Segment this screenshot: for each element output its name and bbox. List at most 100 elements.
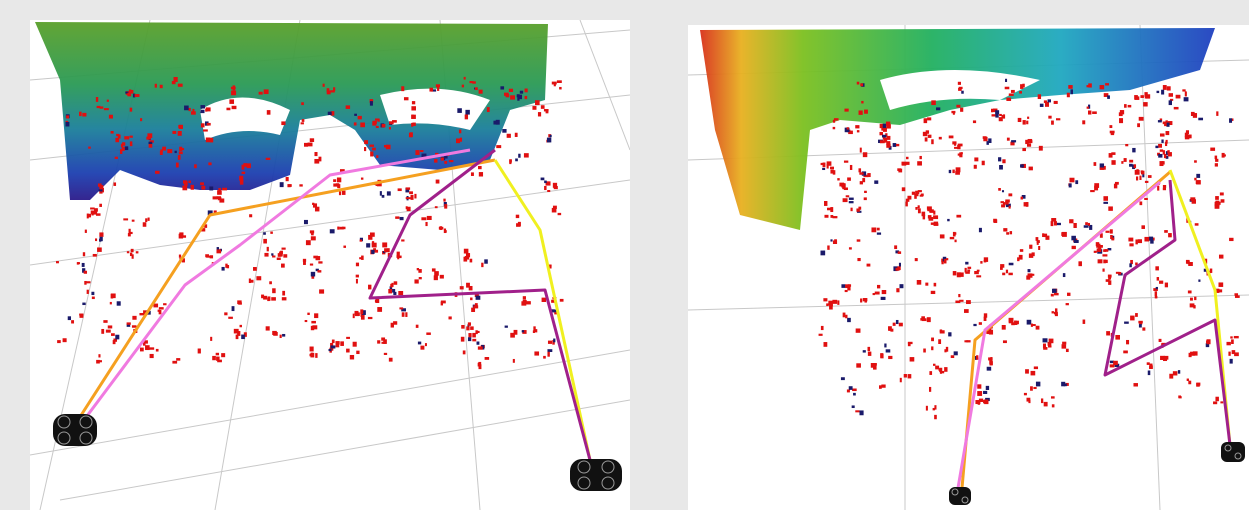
feature-point <box>212 356 216 360</box>
feature-point <box>189 108 191 111</box>
feature-point <box>1159 339 1162 342</box>
feature-point <box>224 312 227 315</box>
feature-point <box>194 164 197 168</box>
feature-point <box>476 296 481 300</box>
feature-point <box>958 294 960 297</box>
feature-point <box>1062 344 1067 348</box>
feature-point <box>837 300 839 304</box>
feature-point <box>361 315 365 320</box>
feature-point <box>463 350 466 354</box>
feature-point <box>470 259 473 263</box>
feature-point <box>228 317 233 319</box>
feature-point <box>1192 199 1196 204</box>
feature-point <box>210 337 212 341</box>
feature-point <box>333 87 335 91</box>
feature-point <box>1195 223 1199 225</box>
feature-point <box>448 316 451 319</box>
feature-point <box>1006 270 1008 274</box>
feature-point <box>100 187 102 189</box>
feature-point <box>857 239 861 241</box>
feature-point <box>1169 100 1172 105</box>
feature-point <box>1078 261 1082 266</box>
feature-point <box>66 115 69 118</box>
feature-point <box>1145 181 1148 183</box>
feature-point <box>958 144 963 147</box>
feature-point <box>958 82 961 85</box>
feature-point <box>1220 192 1224 195</box>
feature-point <box>364 147 366 151</box>
feature-point <box>947 219 949 221</box>
feature-point <box>974 157 978 161</box>
feature-point <box>907 196 911 200</box>
feature-point <box>888 356 892 359</box>
feature-point <box>97 247 102 251</box>
feature-point <box>821 163 825 165</box>
feature-point <box>364 140 368 144</box>
feature-point <box>845 290 848 292</box>
feature-point <box>353 314 355 319</box>
feature-point <box>999 117 1003 121</box>
feature-point <box>905 202 907 207</box>
feature-point <box>847 318 851 322</box>
feature-point <box>518 154 520 158</box>
feature-point <box>172 131 176 134</box>
feature-point <box>377 340 380 343</box>
feature-point <box>232 306 235 311</box>
feature-point <box>1069 219 1073 223</box>
feature-point <box>1124 104 1127 108</box>
feature-point <box>931 139 933 144</box>
feature-point <box>178 155 180 160</box>
feature-point <box>440 226 443 230</box>
feature-point <box>923 132 928 136</box>
feature-point <box>1006 232 1009 235</box>
feature-point <box>391 283 393 287</box>
feature-point <box>1164 154 1166 158</box>
feature-point <box>823 298 827 301</box>
feature-point <box>307 313 309 315</box>
feature-point <box>466 253 470 257</box>
feature-point <box>953 232 956 234</box>
feature-point <box>101 329 104 334</box>
feature-point <box>533 326 535 331</box>
feature-point <box>1083 320 1086 324</box>
feature-point <box>63 338 67 342</box>
feature-point <box>1105 83 1109 85</box>
feature-point <box>189 181 192 183</box>
feature-point <box>132 316 136 320</box>
feature-point <box>1021 197 1023 200</box>
feature-point <box>149 347 154 349</box>
feature-point <box>974 165 976 168</box>
feature-point <box>216 353 219 355</box>
feature-point <box>1073 223 1076 228</box>
feature-point <box>114 182 117 186</box>
feature-point <box>821 326 824 330</box>
feature-point <box>952 170 954 174</box>
feature-point <box>464 249 469 254</box>
feature-point <box>881 384 885 387</box>
feature-point <box>954 351 958 355</box>
feature-point <box>1040 104 1044 107</box>
feature-point <box>1140 95 1143 98</box>
feature-point <box>1024 393 1027 395</box>
feature-point <box>949 136 954 139</box>
feature-point <box>1062 232 1067 237</box>
feature-point <box>1067 93 1070 98</box>
feature-point <box>886 124 891 128</box>
feature-point <box>856 363 861 367</box>
feature-point <box>532 106 536 110</box>
feature-point <box>1139 176 1141 180</box>
feature-point <box>145 345 150 350</box>
feature-point <box>1163 185 1166 188</box>
feature-point <box>1134 164 1136 168</box>
feature-point <box>960 272 964 276</box>
feature-point <box>401 86 404 91</box>
feature-point <box>1026 202 1029 207</box>
feature-point <box>270 232 273 234</box>
feature-point <box>99 232 103 236</box>
feature-point <box>960 108 963 112</box>
feature-point <box>1063 273 1065 277</box>
feature-point <box>1111 238 1114 241</box>
feature-point <box>547 138 551 143</box>
feature-point <box>1005 79 1007 82</box>
feature-point <box>132 254 134 258</box>
